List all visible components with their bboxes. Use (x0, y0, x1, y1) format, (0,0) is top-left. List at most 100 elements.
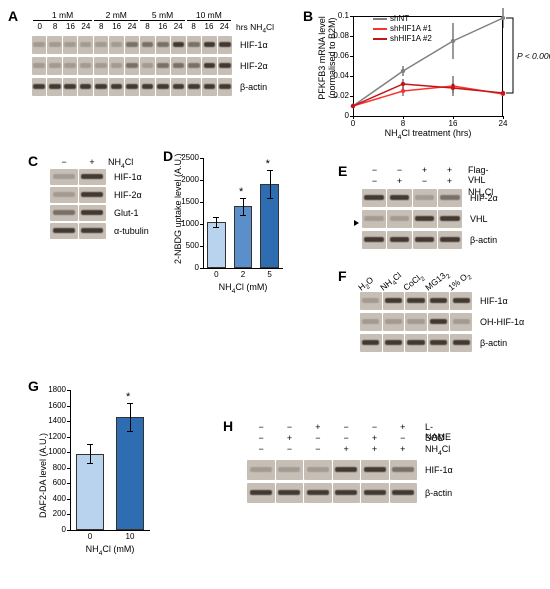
blot-row-label: HIF-1α (425, 465, 453, 475)
blot-lane (390, 483, 418, 503)
panel-d-xlabel: NH4Cl (mM) (203, 282, 283, 295)
blot-lane (362, 210, 386, 228)
blot-lane (32, 36, 46, 54)
p-value-label: P < 0.0001 (517, 51, 550, 61)
blot-row (32, 36, 232, 54)
significance-marker: * (239, 186, 243, 198)
blot-row-label: HIF-1α (114, 172, 142, 182)
significance-marker: * (126, 391, 130, 403)
blot-lane (32, 57, 46, 75)
blot-lane (383, 292, 405, 310)
blot-lane (140, 78, 154, 96)
panel-b-label: B (303, 8, 313, 24)
blot-lane (79, 169, 107, 185)
blot-lane (304, 460, 332, 480)
blot-lane (413, 210, 437, 228)
blot-lane (387, 189, 411, 207)
blot-row (50, 187, 106, 203)
blot-lane (79, 187, 107, 203)
blot-lane (202, 36, 216, 54)
bar (116, 417, 144, 530)
panel-g: G 020040060080010001200140016001800010* … (28, 378, 178, 558)
blot-lane (47, 78, 61, 96)
panel-d-ylabel: 2-NBDG uptake level (A.U.) (173, 153, 183, 264)
blot-row-label: β-actin (425, 488, 452, 498)
blot-lane (362, 231, 386, 249)
blot-lane (32, 78, 46, 96)
panel-b-legend: shNT shHIF1A #1 shHIF1A #2 (373, 14, 432, 44)
col-header: MG132 (423, 268, 452, 294)
blot-lane (78, 78, 92, 96)
panel-b: B 00.020.040.060.080.1081624P < 0.0001 P… (303, 8, 543, 143)
panel-d: D 0500100015002000250002*5* 2-NBDG uptak… (163, 148, 303, 298)
blot-lane (79, 223, 107, 239)
blot-lane (438, 231, 462, 249)
blot-lane (156, 57, 170, 75)
blot-lane (125, 36, 139, 54)
blot-lane (428, 313, 450, 331)
panel-e-blots: HIF-2αVHLβ-actin (362, 189, 462, 252)
blot-row-label: OH-HIF-1α (480, 317, 524, 327)
blot-row (362, 231, 462, 249)
blot-lane (125, 57, 139, 75)
blot-row (362, 210, 462, 228)
blot-lane (383, 334, 405, 352)
blot-lane (383, 313, 405, 331)
blot-lane (47, 36, 61, 54)
panel-e-label: E (338, 163, 347, 179)
blot-lane (360, 334, 382, 352)
panel-e-headers: −−++Flag-VHL−+−+NH4Cl (362, 165, 462, 187)
panel-h-blots: HIF-1αβ-actin (247, 460, 417, 506)
significance-marker: * (266, 158, 270, 170)
panel-c-treatment: NH4Cl (108, 157, 133, 170)
panel-a-time-row: 0 8 16 24 8 16 24 8 16 24 8 16 24 (32, 22, 232, 31)
blot-lane (276, 460, 304, 480)
blot-row (362, 189, 462, 207)
bar (207, 222, 226, 268)
blot-lane (109, 57, 123, 75)
blot-row (360, 292, 472, 310)
blot-lane (438, 189, 462, 207)
blot-row-label: VHL (470, 214, 488, 224)
panel-c-label: C (28, 153, 38, 169)
blot-lane (202, 57, 216, 75)
blot-lane (63, 57, 77, 75)
header-label: Flag-VHL (468, 165, 489, 185)
blot-row-label: HIF-2α (240, 61, 268, 71)
panel-h-label: H (223, 418, 233, 434)
blot-row (247, 483, 417, 503)
panel-c-headers: − + (50, 157, 106, 167)
arrow-icon (354, 220, 359, 226)
blot-lane (50, 187, 78, 203)
blot-row-label: β-actin (480, 338, 507, 348)
blot-lane (50, 205, 78, 221)
blot-lane (387, 231, 411, 249)
blot-lane (125, 78, 139, 96)
blot-row (32, 78, 232, 96)
blot-lane (333, 483, 361, 503)
blot-lane (413, 189, 437, 207)
panel-c-blots: HIF-1αHIF-2αGlut-1α-tubulin (50, 169, 106, 241)
blot-lane (450, 292, 472, 310)
blot-row-label: α-tubulin (114, 226, 149, 236)
blot-lane (187, 78, 201, 96)
blot-lane (387, 210, 411, 228)
header-label: SOD (425, 433, 445, 443)
panel-g-xlabel: NH4Cl (mM) (70, 544, 150, 557)
blot-lane (50, 223, 78, 239)
blot-lane (140, 36, 154, 54)
blot-lane (405, 334, 427, 352)
blot-row (360, 313, 472, 331)
blot-row-label: β-actin (470, 235, 497, 245)
blot-row-label: Glut-1 (114, 208, 139, 218)
figure: A 1 mM 2 mM 5 mM 10 mM 0 8 16 24 8 16 24… (8, 8, 542, 581)
panel-b-xlabel: NH4Cl treatment (hrs) (353, 128, 503, 141)
blot-lane (438, 210, 462, 228)
header-label: NH4Cl (425, 444, 450, 457)
blot-lane (218, 36, 232, 54)
panel-b-ylabel: PFKFB3 mRNA level(normalised to B2M) (317, 8, 337, 108)
col-header: NH4Cl (379, 270, 406, 295)
col-header: 1% O2 (446, 269, 473, 294)
blot-row-label: β-actin (240, 82, 267, 92)
blot-row-label: HIF-1α (240, 40, 268, 50)
